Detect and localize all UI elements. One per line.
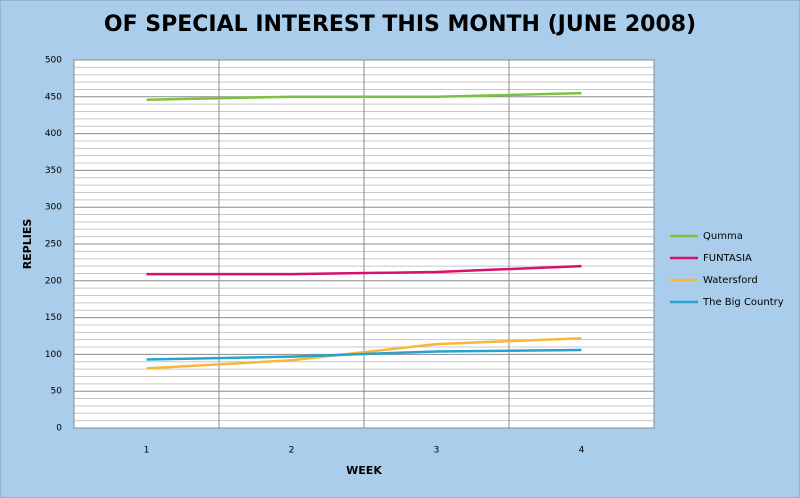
y-tick-label: 150: [45, 313, 62, 323]
y-axis-title: REPLIES: [21, 219, 34, 270]
x-tick-label: 4: [579, 446, 585, 456]
legend-label: Watersford: [703, 275, 758, 286]
legend-label: FUNTASIA: [703, 253, 752, 264]
y-tick-label: 0: [56, 424, 62, 434]
y-tick-label: 50: [51, 387, 63, 397]
chart-title: OF SPECIAL INTEREST THIS MONTH (JUNE 200…: [104, 12, 696, 37]
y-tick-label: 400: [45, 129, 62, 139]
x-axis-title: WEEK: [346, 464, 382, 477]
y-tick-label: 300: [45, 203, 62, 213]
plot-border: [73, 59, 655, 429]
y-tick-label: 500: [45, 56, 62, 66]
y-tick-label: 250: [45, 240, 62, 250]
y-tick-label: 450: [45, 92, 62, 102]
legend-label: Qumma: [703, 231, 743, 242]
x-tick-label: 2: [289, 446, 295, 456]
y-tick-label: 350: [45, 166, 62, 176]
series-line: [146, 348, 582, 361]
series-line: [146, 264, 582, 276]
x-tick-label: 3: [434, 446, 440, 456]
x-tick-label: 1: [144, 446, 150, 456]
y-tick-label: 100: [45, 350, 62, 360]
y-tick-label: 200: [45, 276, 62, 286]
series-line: [146, 91, 582, 101]
series-line: [146, 336, 582, 370]
legend-label: The Big Country: [702, 297, 784, 308]
